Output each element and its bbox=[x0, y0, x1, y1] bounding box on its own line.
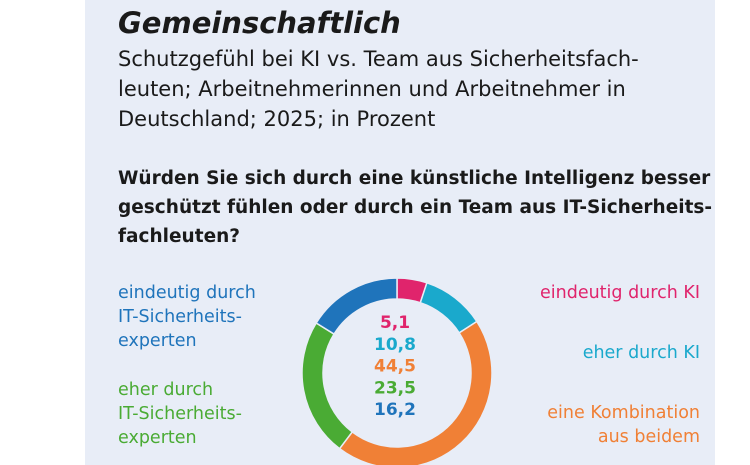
panel bbox=[85, 0, 715, 465]
value-label: 5,1 bbox=[380, 313, 410, 333]
legend-label: eindeutig durch KI bbox=[539, 283, 700, 303]
question: Würden Sie sich durch eine künstliche In… bbox=[118, 168, 713, 247]
donut-segment bbox=[315, 277, 398, 336]
legend-label: eher durch IT-Sicherheits- experten bbox=[118, 380, 242, 448]
value-label: 16,2 bbox=[374, 400, 416, 420]
value-label: 23,5 bbox=[374, 378, 416, 398]
chart-title: Gemeinschaftlich bbox=[118, 6, 401, 40]
legend-label: eher durch KI bbox=[582, 343, 700, 363]
donut-segment bbox=[301, 321, 354, 450]
legend-label: eindeutig durch IT-Sicherheits- experten bbox=[118, 283, 256, 351]
legend-label: eine Kombination aus beidem bbox=[547, 403, 700, 447]
chart-subtitle: Schutzgefühl bei KI vs. Team aus Sicherh… bbox=[118, 47, 639, 131]
donut-segment bbox=[419, 281, 478, 334]
value-label: 10,8 bbox=[374, 335, 416, 355]
value-label: 44,5 bbox=[374, 357, 416, 377]
